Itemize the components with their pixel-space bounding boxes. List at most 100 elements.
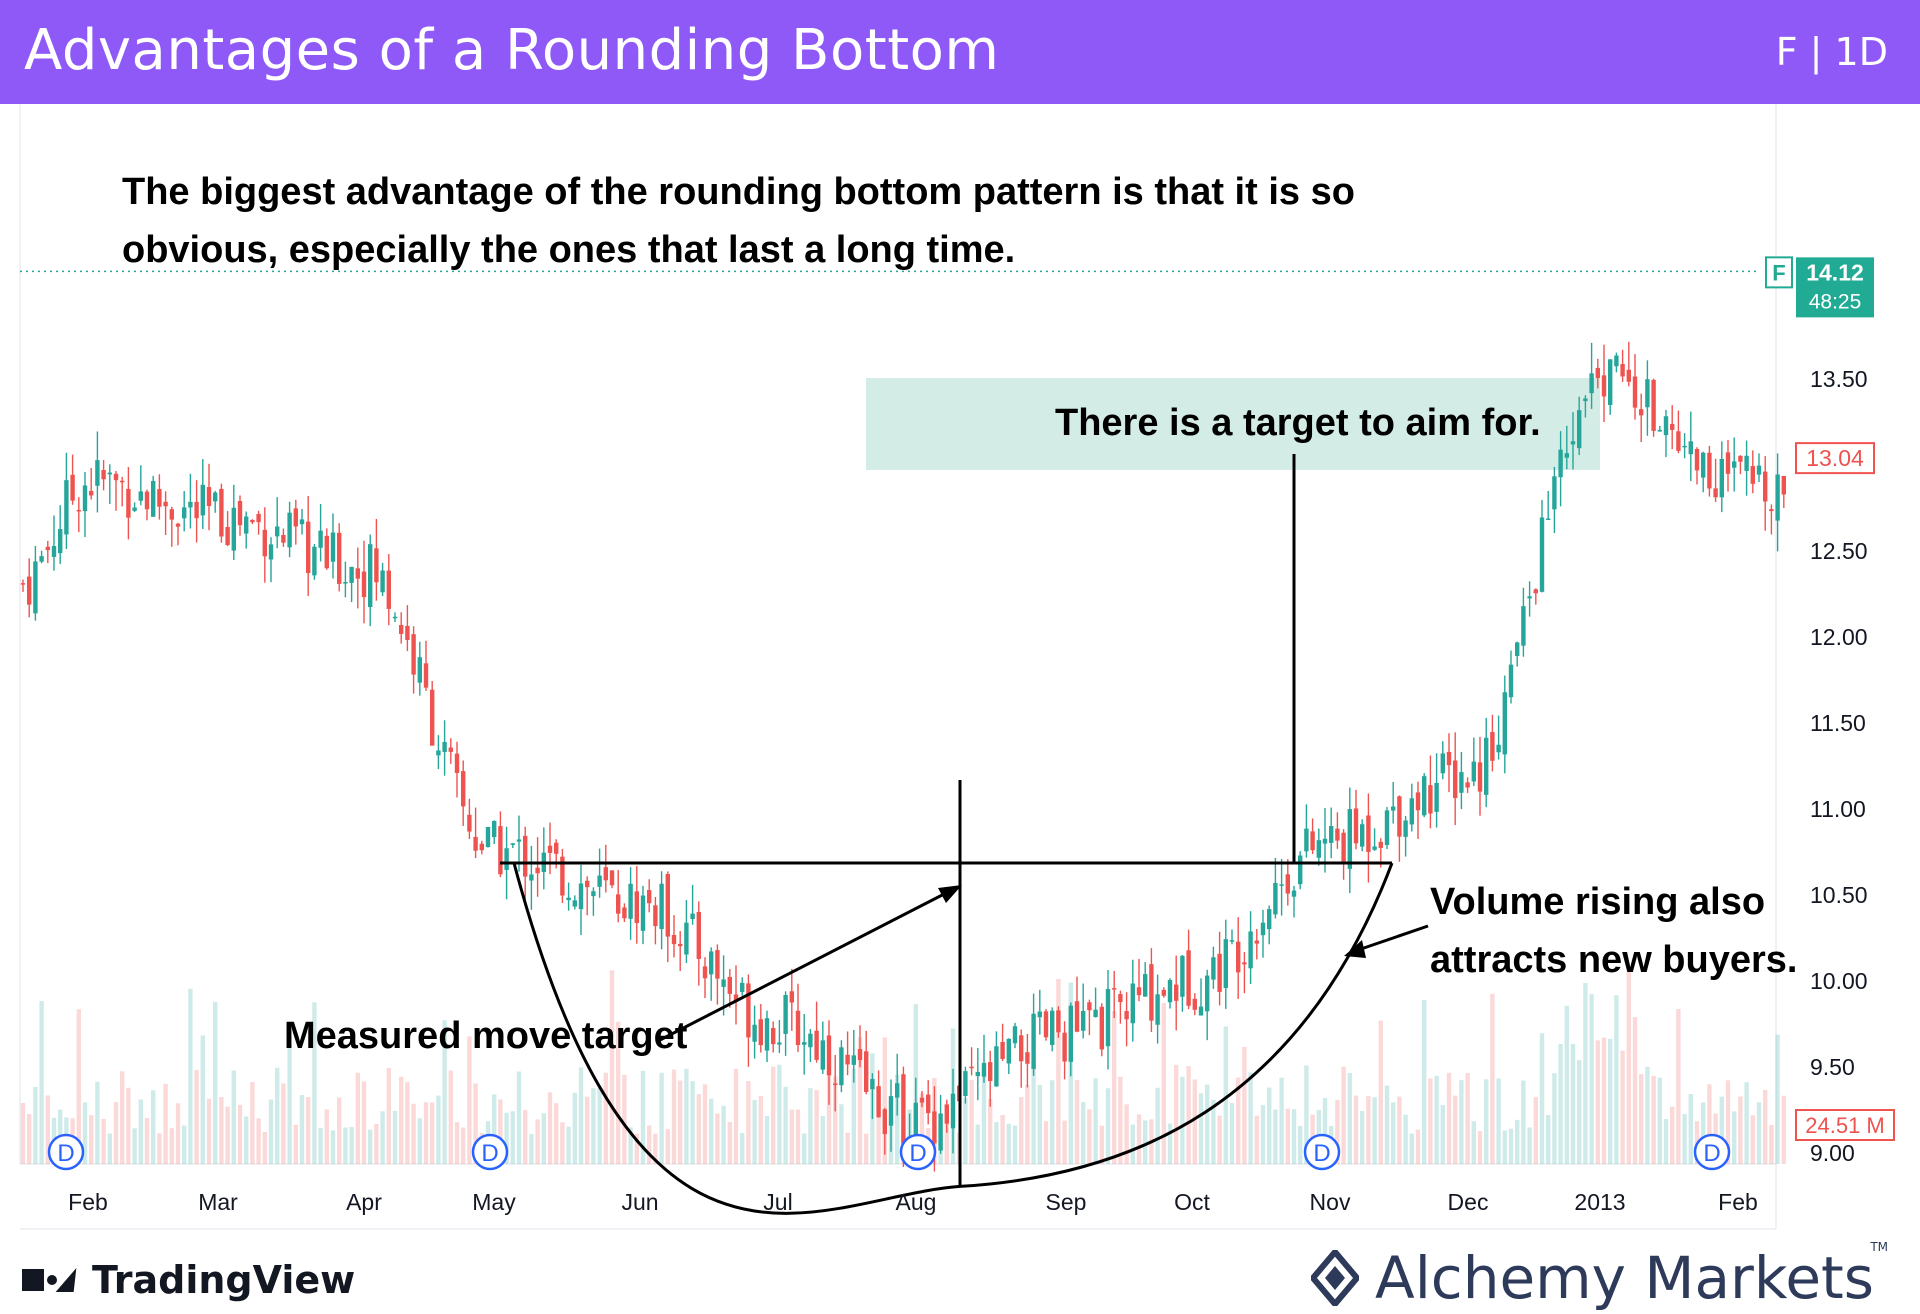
candle-body xyxy=(944,1104,949,1124)
candle-body xyxy=(864,1051,869,1092)
candle-body xyxy=(436,750,441,756)
volume-bar xyxy=(45,1095,50,1164)
y-tick-label: 9.50 xyxy=(1810,1054,1855,1080)
candle xyxy=(895,1053,900,1116)
volume-bar xyxy=(1391,1102,1396,1164)
y-tick-label: 11.00 xyxy=(1810,796,1866,822)
volume-bar xyxy=(349,1127,354,1164)
candle xyxy=(231,484,236,561)
candle-body xyxy=(392,616,398,619)
candle-body xyxy=(1229,940,1235,942)
candle xyxy=(1025,1033,1030,1088)
candle-body xyxy=(237,500,243,526)
volume-bar xyxy=(1081,1102,1086,1164)
candle xyxy=(1254,929,1259,960)
volume-bar xyxy=(188,988,193,1164)
candle xyxy=(659,871,664,950)
volume-bar xyxy=(1223,1026,1228,1164)
candle xyxy=(1775,453,1780,552)
candle xyxy=(132,502,137,513)
volume-bar xyxy=(609,970,615,1164)
volume-bar xyxy=(1087,1109,1092,1164)
volume-bar xyxy=(1521,1080,1526,1164)
volume-bar xyxy=(975,1124,980,1164)
candle-body xyxy=(882,1109,887,1135)
volume-bar xyxy=(1372,1097,1377,1164)
candle xyxy=(89,467,94,500)
candle xyxy=(1279,858,1284,916)
candle xyxy=(361,540,367,624)
volume-bar xyxy=(616,1021,621,1164)
volume-bar xyxy=(225,1106,230,1164)
candle xyxy=(1205,969,1210,1041)
candle xyxy=(430,680,435,746)
candle-body xyxy=(479,843,484,851)
volume-bar xyxy=(566,1126,571,1164)
candle xyxy=(1515,641,1520,667)
candle-body xyxy=(888,1096,894,1126)
candle-body xyxy=(1019,1035,1024,1062)
candle-body xyxy=(1732,461,1737,468)
candle xyxy=(1781,475,1786,508)
volume-bar xyxy=(864,1133,869,1164)
volume-bar xyxy=(764,1116,770,1164)
dividend-marker: D xyxy=(1303,1133,1341,1171)
volume-bar xyxy=(1099,1125,1104,1164)
candle-body xyxy=(1713,488,1718,498)
candle xyxy=(399,612,404,644)
candle-body xyxy=(1428,785,1433,814)
candle xyxy=(1428,755,1433,829)
candle xyxy=(541,827,546,890)
volume-bar xyxy=(113,1102,119,1164)
candle xyxy=(1663,409,1669,458)
volume-bar xyxy=(126,1087,131,1164)
candle-body xyxy=(1391,806,1396,811)
candle-body xyxy=(981,1062,987,1077)
candle-body xyxy=(256,513,261,523)
candle xyxy=(76,497,81,533)
candle-body xyxy=(157,489,162,507)
volume-bar xyxy=(516,1071,522,1164)
volume-bar xyxy=(1725,1080,1731,1164)
candle-body xyxy=(355,568,360,579)
candle-body xyxy=(343,582,348,584)
symbol-tag-label: F xyxy=(1772,260,1785,285)
volume-bar xyxy=(1546,1114,1551,1164)
candle xyxy=(386,554,391,626)
candle-body xyxy=(1539,517,1545,592)
candle xyxy=(20,579,26,592)
candle-body xyxy=(1657,429,1662,432)
candle-body xyxy=(76,509,81,512)
candle xyxy=(1595,358,1600,389)
volume-bar xyxy=(702,1084,708,1164)
countdown-label: 48:25 xyxy=(1809,290,1862,313)
candle xyxy=(1304,804,1309,858)
volume-bar xyxy=(622,1074,627,1164)
candle-body xyxy=(1701,452,1706,478)
candle-body xyxy=(1143,974,1148,997)
candle xyxy=(1521,587,1526,657)
volume-bar xyxy=(1446,1072,1452,1164)
candle-body xyxy=(740,982,745,992)
candle xyxy=(70,454,75,505)
volume-bar xyxy=(361,1081,367,1164)
candle xyxy=(1738,455,1743,475)
volume-arrow xyxy=(1357,924,1429,952)
candle xyxy=(783,991,788,1056)
volume-bar xyxy=(1043,1121,1049,1164)
candle xyxy=(1682,433,1687,459)
candle xyxy=(1415,781,1421,839)
candle xyxy=(1701,451,1706,493)
candle xyxy=(349,566,354,603)
candle xyxy=(1490,714,1495,772)
candle xyxy=(479,840,484,855)
candle xyxy=(1769,504,1774,535)
volume-bar xyxy=(1267,1087,1272,1164)
candle xyxy=(1192,993,1197,1016)
candle-body xyxy=(1676,431,1681,451)
candle-body xyxy=(1031,1013,1036,1069)
candle-body xyxy=(1267,909,1272,930)
volume-bar xyxy=(1744,1082,1749,1164)
volume-bar xyxy=(1118,1076,1123,1164)
candle xyxy=(157,474,162,520)
